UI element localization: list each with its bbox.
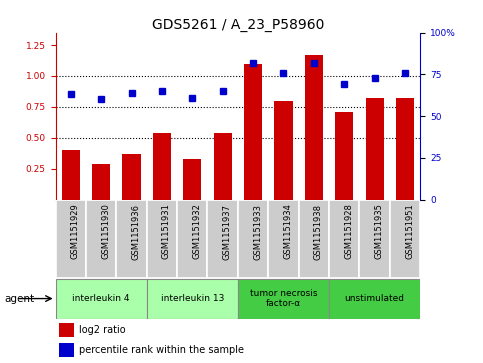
Bar [213, 133, 232, 200]
FancyBboxPatch shape [268, 200, 298, 278]
Bar [274, 101, 293, 200]
Text: interleukin 4: interleukin 4 [72, 294, 130, 303]
Bar [396, 98, 414, 200]
Bar [59, 343, 74, 357]
Text: tumor necrosis
factor-α: tumor necrosis factor-α [250, 289, 317, 308]
Bar [62, 150, 80, 200]
FancyBboxPatch shape [56, 278, 147, 319]
Bar [92, 164, 110, 200]
Text: GSM1151933: GSM1151933 [253, 204, 262, 260]
FancyBboxPatch shape [329, 278, 420, 319]
Bar [366, 98, 384, 200]
FancyBboxPatch shape [238, 200, 268, 278]
FancyBboxPatch shape [56, 200, 86, 278]
FancyBboxPatch shape [147, 278, 238, 319]
FancyBboxPatch shape [208, 200, 238, 278]
FancyBboxPatch shape [298, 200, 329, 278]
Text: GSM1151931: GSM1151931 [162, 204, 171, 260]
Text: GSM1151932: GSM1151932 [192, 204, 201, 260]
FancyBboxPatch shape [390, 200, 420, 278]
FancyBboxPatch shape [359, 200, 390, 278]
Bar [335, 112, 354, 200]
FancyBboxPatch shape [86, 200, 116, 278]
Bar [183, 159, 201, 200]
FancyBboxPatch shape [329, 200, 359, 278]
Title: GDS5261 / A_23_P58960: GDS5261 / A_23_P58960 [152, 18, 324, 32]
Text: GSM1151929: GSM1151929 [71, 204, 80, 259]
FancyBboxPatch shape [147, 200, 177, 278]
Text: GSM1151928: GSM1151928 [344, 204, 353, 260]
Bar [305, 55, 323, 200]
Text: unstimulated: unstimulated [345, 294, 405, 303]
Text: GSM1151934: GSM1151934 [284, 204, 293, 260]
Bar [122, 154, 141, 200]
Text: percentile rank within the sample: percentile rank within the sample [79, 345, 244, 355]
FancyBboxPatch shape [116, 200, 147, 278]
Text: agent: agent [5, 294, 35, 303]
FancyBboxPatch shape [238, 278, 329, 319]
Bar [59, 323, 74, 338]
Bar [153, 133, 171, 200]
FancyBboxPatch shape [177, 200, 208, 278]
Text: GSM1151937: GSM1151937 [223, 204, 232, 260]
Text: interleukin 13: interleukin 13 [161, 294, 224, 303]
Text: GSM1151935: GSM1151935 [375, 204, 384, 260]
Text: GSM1151951: GSM1151951 [405, 204, 414, 259]
Text: GSM1151938: GSM1151938 [314, 204, 323, 260]
Bar [244, 64, 262, 200]
Text: GSM1151936: GSM1151936 [131, 204, 141, 260]
Text: log2 ratio: log2 ratio [79, 325, 126, 335]
Text: GSM1151930: GSM1151930 [101, 204, 110, 260]
